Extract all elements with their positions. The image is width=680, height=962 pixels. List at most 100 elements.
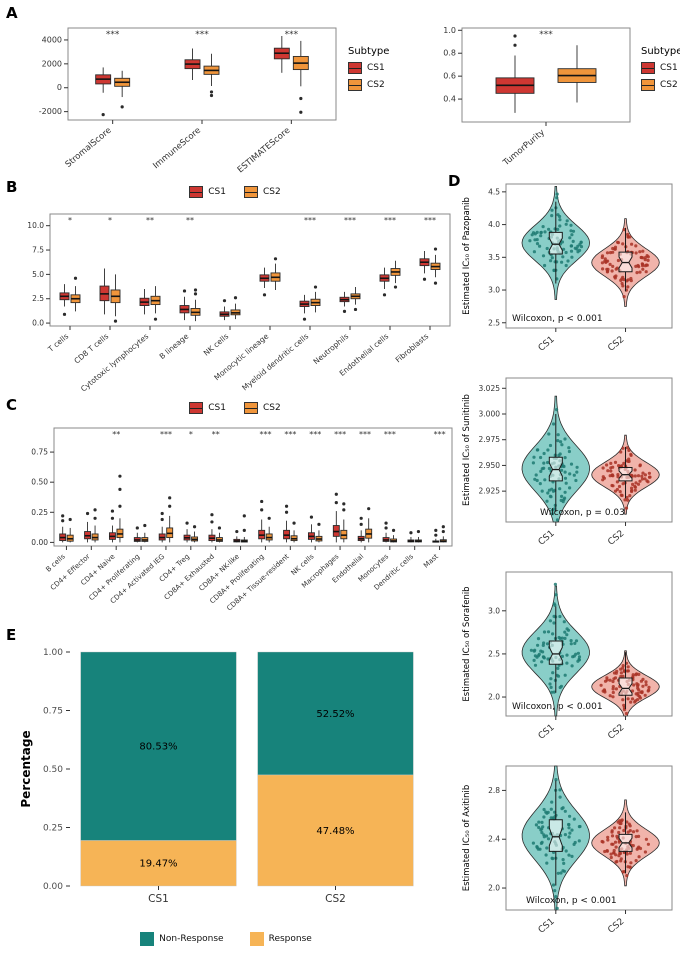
svg-text:5.0: 5.0	[32, 270, 44, 279]
svg-text:0.50: 0.50	[31, 478, 48, 487]
legend-item-nonresponse: Non-Response	[140, 932, 224, 946]
svg-text:***: ***	[285, 30, 299, 40]
svg-text:2.0: 2.0	[488, 693, 500, 702]
response-legend: Non-Response Response	[16, 932, 436, 946]
svg-text:3.0: 3.0	[488, 606, 500, 615]
cs2-swatch	[244, 186, 258, 198]
svg-text:***: ***	[424, 216, 436, 225]
svg-text:**: **	[212, 430, 220, 439]
cs2-swatch	[348, 79, 362, 91]
svg-text:CS1: CS1	[537, 723, 557, 742]
cs2-swatch	[641, 79, 655, 91]
legend-title: Subtype	[641, 46, 680, 57]
svg-text:47.48%: 47.48%	[316, 826, 354, 837]
svg-text:Wilcoxon, p = 0.03: Wilcoxon, p = 0.03	[540, 508, 625, 518]
cs1-swatch	[348, 62, 362, 74]
legend-item-cs1: CS1	[189, 402, 226, 414]
panel-label-b: B	[6, 178, 18, 196]
svg-text:***: ***	[160, 430, 172, 439]
legend-label-cs2: CS2	[367, 80, 385, 90]
svg-text:Wilcoxon, p < 0.001: Wilcoxon, p < 0.001	[526, 896, 617, 906]
svg-text:CS1: CS1	[537, 335, 557, 354]
svg-text:0.75: 0.75	[43, 707, 63, 717]
svg-text:2000: 2000	[42, 59, 62, 68]
svg-text:CS2: CS2	[606, 529, 626, 548]
nonresponse-swatch	[140, 932, 155, 946]
legend-label-cs1: CS1	[208, 403, 226, 413]
legend-item-cs1: CS1	[189, 186, 226, 198]
svg-text:10.0: 10.0	[27, 221, 44, 230]
svg-text:2.4: 2.4	[488, 835, 500, 844]
svg-text:Estimated IC₅₀ of Pazopanib: Estimated IC₅₀ of Pazopanib	[462, 197, 472, 315]
svg-text:***: ***	[539, 30, 553, 40]
svg-text:-2000: -2000	[39, 107, 62, 116]
svg-text:Neutrophils: Neutrophils	[312, 332, 351, 367]
svg-text:T cells: T cells	[46, 332, 71, 355]
legend-label-cs2: CS2	[263, 403, 281, 413]
estimate-scores-boxplot: -2000 0 2000 4000 StromalScore *** ImmuneScore…	[22, 8, 344, 178]
svg-text:B cells: B cells	[45, 552, 67, 573]
legend-label-nonresponse: Non-Response	[159, 934, 224, 944]
svg-text:CS2: CS2	[606, 335, 626, 354]
tumor-purity-boxplot: 0.4 0.6 0.8 1.0 TumorPurity ***	[424, 10, 640, 174]
svg-text:**: **	[146, 216, 154, 225]
svg-text:***: ***	[284, 430, 296, 439]
svg-text:0.25: 0.25	[31, 508, 48, 517]
svg-text:***: ***	[359, 430, 371, 439]
panel-label-a: A	[6, 4, 18, 22]
svg-text:*: *	[68, 216, 72, 225]
panel-label-d: D	[448, 172, 461, 190]
legend-item-cs2: CS2	[348, 79, 389, 91]
legend-label-cs1: CS1	[208, 187, 226, 197]
legend-item-cs2: CS2	[244, 402, 281, 414]
svg-text:TumorPurity: TumorPurity	[501, 128, 547, 169]
svg-text:Fibroblasts: Fibroblasts	[394, 332, 431, 365]
svg-text:NK cells: NK cells	[202, 332, 231, 358]
panel-label-e: E	[6, 626, 17, 644]
response-swatch	[249, 932, 264, 946]
svg-text:1.00: 1.00	[43, 648, 63, 658]
response-stacked-bar: 0.00 0.25 0.50 0.75 1.00 Percentage 19.47% 80.5…	[16, 638, 436, 922]
cs1-swatch	[189, 186, 204, 198]
svg-text:CS2: CS2	[606, 917, 626, 936]
svg-text:1.0: 1.0	[443, 26, 456, 35]
cs1-swatch	[189, 402, 204, 414]
svg-text:7.5: 7.5	[32, 246, 44, 255]
svg-text:***: ***	[344, 216, 356, 225]
tme-cells-boxplot: 0.00 0.25 0.50 0.75 B cells CD4+ Effector CD4+…	[14, 414, 456, 630]
cs2-swatch	[244, 402, 258, 414]
svg-text:3.0: 3.0	[488, 286, 500, 295]
legend-item-cs2: CS2	[641, 79, 680, 91]
svg-text:0.0: 0.0	[32, 319, 44, 328]
svg-text:CS1: CS1	[148, 893, 169, 905]
svg-text:52.52%: 52.52%	[316, 709, 354, 720]
mcp-cells-boxplot: 0.0 2.5 5.0 7.5 10.0 T cells * CD8 T cells * Cyto…	[14, 198, 456, 396]
svg-text:Percentage: Percentage	[19, 730, 33, 807]
legend-label-cs2: CS2	[263, 187, 281, 197]
ic50-sunitinib-violin: 2.925 2.950 2.975 3.000 3.025 Estimated IC₅₀ …	[458, 370, 676, 562]
svg-text:2.5: 2.5	[488, 318, 500, 327]
svg-text:B lineage: B lineage	[158, 331, 191, 361]
svg-text:**: **	[112, 430, 120, 439]
svg-text:Wilcoxon, p < 0.001: Wilcoxon, p < 0.001	[512, 314, 603, 324]
svg-text:ESTIMATEScore: ESTIMATEScore	[236, 126, 292, 176]
svg-text:CD8 T cells: CD8 T cells	[72, 332, 110, 366]
svg-text:*: *	[108, 216, 112, 225]
svg-text:0.4: 0.4	[443, 95, 456, 104]
subtype-legend-left: Subtype CS1 CS2	[348, 46, 389, 96]
legend-label-cs1: CS1	[660, 63, 678, 73]
ic50-pazopanib-violin: 2.5 3.0 3.5 4.0 4.5 Estimated IC₅₀ of Pazopan…	[458, 176, 676, 368]
subtype-legend-c: CS1 CS2	[14, 402, 456, 414]
svg-text:2.5: 2.5	[32, 294, 44, 303]
svg-text:Estimated IC₅₀ of Sorafenib: Estimated IC₅₀ of Sorafenib	[462, 586, 472, 701]
svg-text:0: 0	[57, 83, 62, 92]
svg-text:***: ***	[384, 216, 396, 225]
legend-item-cs1: CS1	[641, 62, 680, 74]
svg-text:***: ***	[195, 30, 209, 40]
legend-label-cs2: CS2	[660, 80, 678, 90]
svg-text:2.925: 2.925	[479, 487, 501, 496]
svg-text:***: ***	[384, 430, 396, 439]
svg-text:*: *	[189, 430, 193, 439]
legend-label-response: Response	[268, 934, 312, 944]
svg-text:***: ***	[309, 430, 321, 439]
